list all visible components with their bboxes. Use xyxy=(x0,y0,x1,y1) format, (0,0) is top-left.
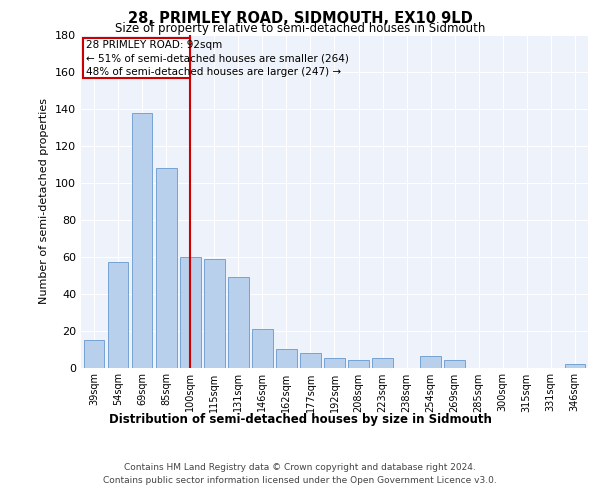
Bar xyxy=(324,358,345,368)
Text: 48% of semi-detached houses are larger (247) →: 48% of semi-detached houses are larger (… xyxy=(86,68,341,78)
Bar xyxy=(180,256,200,368)
Bar xyxy=(276,349,296,368)
Text: Size of property relative to semi-detached houses in Sidmouth: Size of property relative to semi-detach… xyxy=(115,22,485,35)
Bar xyxy=(565,364,585,368)
Bar xyxy=(349,360,369,368)
Bar xyxy=(373,358,393,368)
Text: 28, PRIMLEY ROAD, SIDMOUTH, EX10 9LD: 28, PRIMLEY ROAD, SIDMOUTH, EX10 9LD xyxy=(128,11,472,26)
Text: Contains public sector information licensed under the Open Government Licence v3: Contains public sector information licen… xyxy=(103,476,497,485)
Bar xyxy=(421,356,441,368)
Y-axis label: Number of semi-detached properties: Number of semi-detached properties xyxy=(40,98,49,304)
Bar xyxy=(252,328,272,368)
Bar xyxy=(156,168,176,368)
Bar xyxy=(300,352,320,368)
Text: ← 51% of semi-detached houses are smaller (264): ← 51% of semi-detached houses are smalle… xyxy=(86,54,349,64)
Bar xyxy=(132,112,152,368)
Text: Contains HM Land Registry data © Crown copyright and database right 2024.: Contains HM Land Registry data © Crown c… xyxy=(124,462,476,471)
Bar xyxy=(108,262,128,368)
Bar xyxy=(445,360,465,368)
FancyBboxPatch shape xyxy=(83,38,190,78)
Text: Distribution of semi-detached houses by size in Sidmouth: Distribution of semi-detached houses by … xyxy=(109,412,491,426)
Bar xyxy=(228,277,248,368)
Bar xyxy=(204,258,224,368)
Bar xyxy=(84,340,104,367)
Text: 28 PRIMLEY ROAD: 92sqm: 28 PRIMLEY ROAD: 92sqm xyxy=(86,40,222,50)
